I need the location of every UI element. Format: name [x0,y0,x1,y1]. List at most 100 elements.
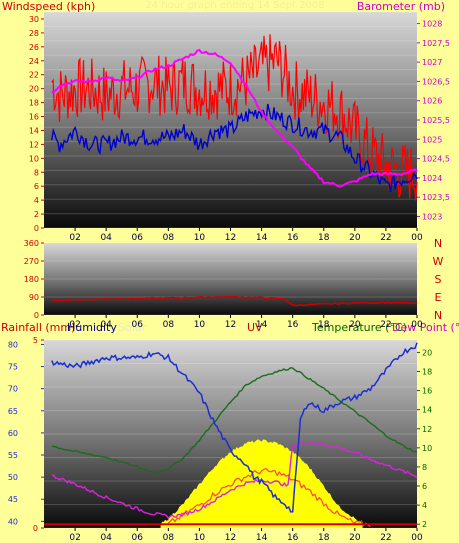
wind-y-tick-label: 2 [34,210,39,219]
wind-y-tick-label: 20 [29,85,39,94]
wind-y-tick-label: 8 [34,168,39,177]
direction-x-tick-label: 00 [411,320,423,330]
weather-x-tick-label: 18 [318,533,330,543]
legend-dewpoint: Dew Point (°C) [392,321,459,334]
humidity-y-tick-label: 70 [8,385,18,394]
barometer-y-tick-label: 1028 [422,20,442,29]
wind-x-tick-label: 04 [100,233,112,243]
direction-x-tick-label: 18 [318,320,330,330]
weather-x-tick-label: 08 [163,533,175,543]
weather-x-tick-label: 02 [69,533,80,543]
temperature-y-tick-label: 2 [422,520,427,529]
weather-x-tick-label: 04 [100,533,112,543]
weather-x-tick-label: 22 [380,533,391,543]
temperature-y-tick-label: 20 [422,348,432,357]
direction-x-tick-label: 22 [380,320,391,330]
barometer-y-tick-label: 1024,5 [422,155,450,164]
temperature-y-tick-label: 18 [422,367,432,376]
direction-y-tick-label: 90 [29,293,39,302]
weather-x-tick-label: 12 [225,533,236,543]
rainfall-y-tick-label: 0 [33,524,38,533]
barometer-y-tick-label: 1023 [422,212,442,221]
humidity-y-tick-label: 60 [8,429,18,438]
humidity-y-tick-label: 75 [8,363,18,372]
barometer-y-tick-label: 1025 [422,135,442,144]
wind-x-tick-label: 14 [256,233,268,243]
wind-axis-label: Windspeed (kph) [2,0,95,13]
wind-direction-line [51,295,418,307]
direction-x-tick-label: 08 [163,320,175,330]
wind-x-tick-label: 18 [318,233,330,243]
direction-y-tick-label: 180 [24,275,39,284]
temperature-y-tick-label: 16 [422,387,432,396]
weather-x-tick-label: 00 [411,533,423,543]
wind-y-tick-label: 10 [29,154,39,163]
temperature-y-tick-label: 4 [422,501,427,510]
barometer-y-tick-label: 1024 [422,174,442,183]
weather-x-tick-label: 20 [349,533,361,543]
wind-y-tick-label: 14 [29,126,39,135]
direction-x-tick-label: 02 [69,320,80,330]
direction-y-tick-label: 360 [24,239,39,248]
barometer-y-tick-label: 1026 [422,97,442,106]
humidity-y-tick-label: 40 [8,517,18,526]
direction-x-tick-label: 04 [100,320,112,330]
wind-plot-area [44,12,417,228]
humidity-y-tick-label: 50 [8,473,18,482]
barometer-y-tick-label: 1025,5 [422,116,450,125]
direction-x-tick-label: 20 [349,320,361,330]
temperature-y-tick-label: 8 [422,463,427,472]
wind-x-tick-label: 00 [411,233,423,243]
weather-x-tick-label: 10 [194,533,206,543]
humidity-y-tick-label: 55 [8,451,18,460]
barometer-y-tick-label: 1027 [422,58,442,67]
avg-windspeed-line [51,103,418,193]
wind-x-tick-label: 10 [194,233,206,243]
direction-y-tick-label: 270 [24,257,39,266]
humidity-line [51,342,418,513]
wind-y-tick-label: 26 [29,43,39,52]
compass-label: S [435,273,442,286]
wind-y-tick-label: 0 [34,224,39,233]
legend-temperature: Temperature (°C) [311,321,407,334]
wind-y-tick-label: 28 [29,29,39,38]
legend-humidity: Humidity [67,321,117,334]
barometer-line [51,48,418,188]
temperature-line [51,367,418,475]
wind-y-tick-label: 18 [29,99,39,108]
wind-y-tick-label: 16 [29,113,39,122]
barometer-y-tick-label: 1026,5 [422,77,450,86]
legend-uv: UV [247,321,263,334]
direction-x-tick-label: 14 [256,320,268,330]
wind-y-tick-label: 12 [29,140,39,149]
weather-x-tick-label: 14 [256,533,268,543]
uv-line [167,467,371,527]
barometer-axis-label: Barometer (mb) [357,0,445,13]
humidity-y-tick-label: 65 [8,407,18,416]
wind-x-tick-label: 22 [380,233,391,243]
direction-x-tick-label: 06 [132,320,144,330]
legend-rainfall: Rainfall (mm) [1,321,75,334]
wind-y-tick-label: 22 [29,71,39,80]
humidity-y-tick-label: 45 [8,495,18,504]
temperature-y-tick-label: 6 [422,482,427,491]
direction-x-tick-label: 12 [225,320,236,330]
compass-label: W [433,255,444,268]
rainfall-y-tick-label: 5 [33,336,38,345]
wind-x-tick-label: 02 [69,233,80,243]
wind-x-tick-label: 06 [132,233,144,243]
dewpoint-line [51,440,418,520]
temperature-y-tick-label: 10 [422,444,432,453]
direction-x-tick-label: 10 [194,320,206,330]
weather-x-tick-label: 06 [132,533,144,543]
legend-solar: Solar [118,321,147,334]
wind-x-tick-label: 20 [349,233,361,243]
barometer-y-tick-label: 1027,5 [422,39,450,48]
wind-y-tick-label: 30 [29,15,39,24]
solar-area [160,439,363,528]
direction-y-tick-label: 0 [34,311,39,320]
direction-x-tick-label: 16 [287,320,299,330]
wind-x-tick-label: 16 [287,233,299,243]
temperature-y-tick-label: 12 [422,425,432,434]
